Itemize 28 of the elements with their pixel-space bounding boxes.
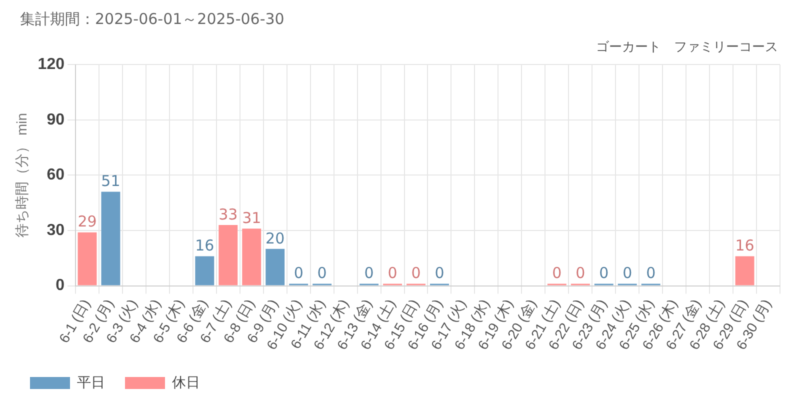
data-label: 0: [317, 264, 327, 282]
y-tick-label: 120: [38, 56, 65, 74]
y-tick-label: 90: [46, 111, 65, 128]
y-tick-label: 60: [46, 166, 65, 184]
legend-label: 平日: [77, 374, 105, 390]
data-label: 0: [434, 264, 444, 282]
data-label: 0: [576, 264, 586, 282]
y-tick-label: 30: [46, 222, 65, 239]
data-label: 31: [242, 209, 262, 228]
y-tick-label: 0: [56, 277, 65, 294]
chart-subtitle: ゴーカート ファミリーコース: [596, 39, 778, 56]
chart-title: 集計期間：2025-06-01～2025-06-30: [20, 10, 284, 29]
data-label: 0: [364, 264, 374, 282]
data-label: 0: [646, 264, 656, 282]
y-axis-title: 待ち時間（分） min: [13, 112, 30, 238]
data-label: 16: [735, 236, 754, 255]
data-label: 0: [294, 264, 304, 282]
data-label: 29: [78, 212, 97, 231]
data-label: 20: [266, 229, 285, 248]
data-label: 33: [218, 205, 238, 224]
data-label: 0: [388, 264, 398, 282]
data-label: 0: [622, 264, 632, 282]
data-label: 51: [101, 172, 120, 190]
data-label: 16: [195, 236, 214, 255]
legend-label: 休日: [172, 374, 200, 390]
data-label: 0: [411, 264, 421, 282]
data-label: 0: [552, 264, 562, 282]
data-label: 0: [599, 264, 609, 282]
